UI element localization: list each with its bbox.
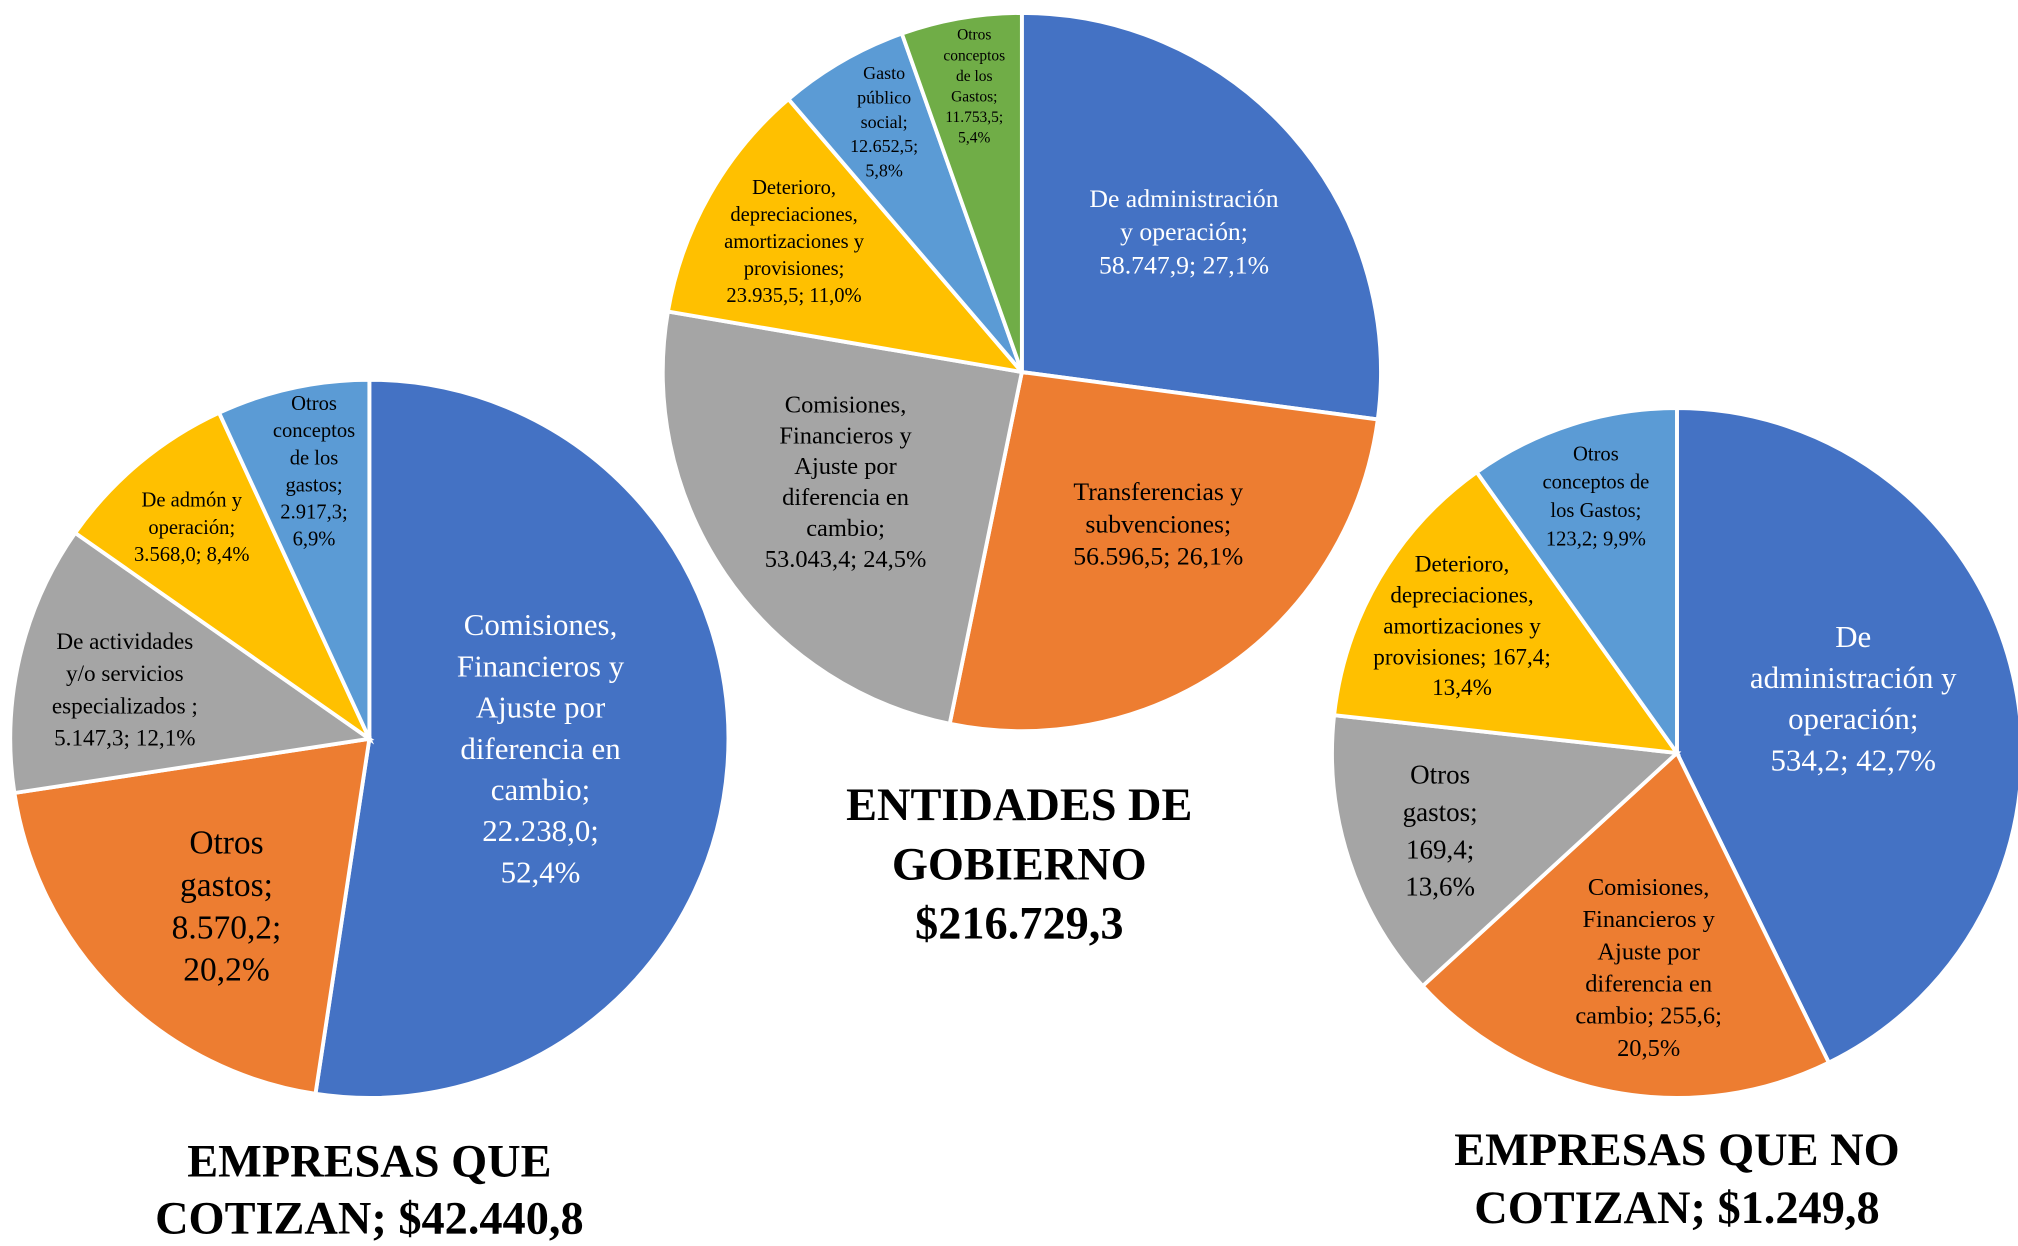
slice-label: Deterioro,: [1415, 552, 1510, 578]
pie-slice: [1474, 406, 1679, 760]
slice-label: De: [1835, 619, 1871, 654]
slice-label: 20,2%: [183, 952, 269, 989]
pie-slice: [216, 377, 372, 740]
slice-label: gastos;: [1403, 797, 1478, 827]
slice-label: conceptos: [273, 420, 355, 442]
slice-label: conceptos de: [1542, 472, 1649, 494]
slice-label: operación;: [148, 517, 235, 539]
slice-label: 13,4%: [1432, 675, 1492, 701]
pie-slice: [665, 96, 1027, 375]
slice-label: cambio;: [806, 515, 885, 542]
slice-label: De actividades: [56, 629, 193, 655]
slice-label: 169,4;: [1406, 834, 1474, 864]
slice-label: depreciaciones,: [1390, 583, 1533, 609]
slice-label: Comisiones,: [1588, 874, 1710, 901]
pie-slice: [899, 11, 1024, 373]
slice-label: 11.753,5;: [945, 109, 1003, 126]
slice-label: De admón y: [141, 490, 242, 512]
slice-label: cambio; 255,6;: [1575, 1003, 1722, 1030]
slice-label: gastos;: [180, 867, 273, 904]
slice-label: 58.747,9; 27,1%: [1099, 251, 1269, 280]
pie-slice: [1419, 749, 1832, 1100]
pie-slice: [1330, 713, 1682, 989]
slice-label: de los: [956, 68, 992, 85]
slice-label: 5,4%: [958, 130, 990, 147]
slice-label: Deterioro,: [752, 177, 836, 199]
slice-label: conceptos: [943, 47, 1005, 64]
slice-label: 12.652,5;: [850, 136, 918, 156]
slice-label: 534,2; 42,7%: [1770, 742, 1936, 777]
slice-label: Otros: [291, 393, 337, 415]
slice-label: Ajuste por: [794, 453, 897, 480]
chart-title: COTIZAN; $1.249,8: [1474, 1183, 1879, 1234]
slice-label: provisiones;: [744, 258, 845, 280]
slice-label: 123,2; 9,9%: [1546, 528, 1646, 550]
pie-slice: [785, 31, 1024, 374]
chart-title: EMPRESAS QUE: [187, 1137, 551, 1188]
slice-label: provisiones; 167,4;: [1373, 644, 1551, 670]
slice-label: administración y: [1750, 660, 1957, 695]
slice-label: 6,9%: [293, 528, 336, 550]
slice-label: Otros: [189, 824, 263, 861]
chart-title: COTIZAN; $42.440,8: [155, 1193, 584, 1244]
slice-label: gastos;: [285, 474, 342, 496]
chart-title: GOBIERNO: [892, 839, 1147, 890]
slice-label: y/o servicios: [66, 661, 184, 687]
slice-label: 5.147,3; 12,1%: [54, 725, 196, 751]
slice-label: Transferencias y: [1073, 477, 1243, 506]
slice-label: Financieros y: [1582, 906, 1715, 933]
pie-slice: [947, 369, 1380, 734]
slice-label: de los: [290, 447, 339, 469]
slice-label: amortizaciones y: [1383, 613, 1541, 639]
slice-label: amortizaciones y: [724, 231, 865, 253]
chart-title: $216.729,3: [915, 899, 1123, 950]
slice-label: Gastos;: [951, 88, 997, 105]
slice-label: operación;: [1788, 701, 1918, 736]
slice-label: 53.043,4; 24,5%: [765, 546, 927, 573]
slice-label: 13,6%: [1405, 872, 1475, 902]
pie-slice: [8, 530, 375, 796]
pie-slice: [1019, 11, 1383, 422]
pie-slice: [72, 410, 375, 745]
slice-label: 8.570,2;: [172, 909, 282, 946]
slice-label: los Gastos;: [1550, 500, 1641, 522]
slice-label: Ajuste por: [476, 690, 606, 725]
slice-label: 20,5%: [1617, 1035, 1680, 1062]
pie-slice: [313, 377, 731, 1100]
slice-label: 23.935,5; 11,0%: [726, 285, 861, 307]
slice-label: Financieros y: [779, 422, 912, 449]
slice-label: depreciaciones,: [730, 204, 857, 226]
slice-label: 22.238,0;: [482, 813, 599, 848]
pie-slice: [1675, 406, 2018, 1066]
slice-label: 52,4%: [501, 854, 581, 889]
slice-label: diferencia en: [782, 484, 909, 511]
slice-label: 2.917,3;: [280, 501, 347, 523]
slice-label: Comisiones,: [464, 607, 618, 642]
slice-label: Gasto: [863, 63, 905, 83]
pie-slice: [1331, 469, 1682, 756]
slice-label: De administración: [1089, 184, 1278, 213]
slice-label: 3.568,0; 8,4%: [134, 544, 249, 566]
slice-label: y operación;: [1120, 217, 1248, 246]
slice-label: Otros: [1410, 760, 1470, 790]
chart-title: EMPRESAS QUE NO: [1454, 1125, 1899, 1176]
slice-label: diferencia en: [460, 731, 620, 766]
slice-label: 5,8%: [865, 161, 903, 181]
slice-label: subvenciones;: [1085, 509, 1231, 538]
slice-label: diferencia en: [1585, 971, 1712, 998]
slice-label: Comisiones,: [785, 391, 907, 418]
slice-label: 56.596,5; 26,1%: [1073, 542, 1243, 571]
pie-slice: [12, 736, 372, 1097]
slice-label: especializados ;: [52, 693, 198, 719]
pie-slice: [660, 309, 1025, 727]
chart-title: ENTIDADES DE: [846, 780, 1192, 831]
slice-label: Ajuste por: [1597, 938, 1699, 965]
slice-label: Otros: [1573, 443, 1619, 465]
slice-label: público: [857, 87, 911, 107]
slice-label: cambio;: [491, 772, 590, 807]
slice-label: Financieros y: [457, 648, 625, 683]
slice-label: social;: [861, 112, 908, 132]
slice-label: Otros: [957, 27, 991, 44]
